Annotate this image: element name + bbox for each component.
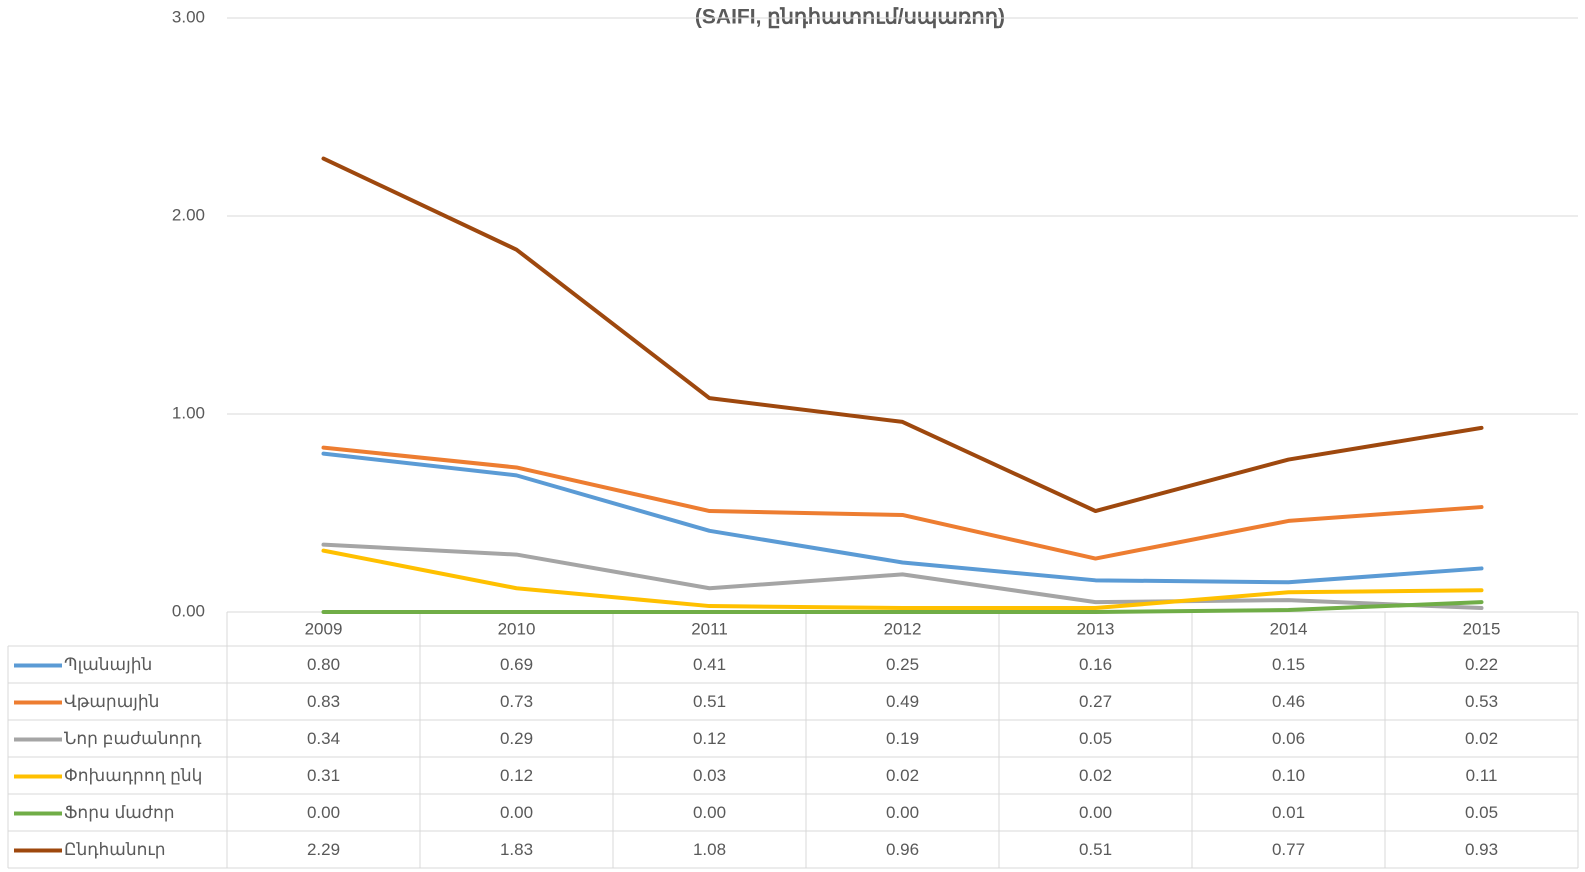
series-line (321, 451, 1484, 585)
y-tick-label: 1.00 (172, 403, 205, 422)
table-value: 0.77 (1272, 840, 1305, 859)
table-value: 0.02 (1079, 766, 1112, 785)
table-value: 0.06 (1272, 729, 1305, 748)
x-tick-label: 2010 (498, 619, 536, 638)
table-value: 2.29 (307, 840, 340, 859)
table-value: 0.83 (307, 692, 340, 711)
table-value: 0.12 (500, 766, 533, 785)
table-value: 0.53 (1465, 692, 1498, 711)
table-value: 0.03 (693, 766, 726, 785)
table-value: 0.22 (1465, 655, 1498, 674)
table-value: 0.05 (1079, 729, 1112, 748)
table-value: 0.02 (1465, 729, 1498, 748)
table-value: 1.83 (500, 840, 533, 859)
table-value: 0.02 (886, 766, 919, 785)
x-tick-label: 2014 (1270, 619, 1308, 638)
table-value: 0.29 (500, 729, 533, 748)
table-value: 0.96 (886, 840, 919, 859)
table-value: 0.69 (500, 655, 533, 674)
table-value: 0.80 (307, 655, 340, 674)
series-line (321, 548, 1484, 611)
table-value: 0.34 (307, 729, 340, 748)
table-value: 0.51 (693, 692, 726, 711)
table-value: 0.01 (1272, 803, 1305, 822)
y-tick-label: 3.00 (172, 7, 205, 26)
table-value: 0.73 (500, 692, 533, 711)
table-value: 0.05 (1465, 803, 1498, 822)
chart-title: (SAIFI, ընդհատում/սպառող) (695, 6, 1005, 29)
table-value: 0.31 (307, 766, 340, 785)
table-value: 0.19 (886, 729, 919, 748)
series-line (321, 156, 1484, 514)
legend-label: Վթարային (64, 692, 159, 711)
legend-label: Ընդհանուր (64, 840, 166, 859)
legend-label: Պլանային (64, 655, 152, 674)
table-value: 0.41 (693, 655, 726, 674)
table-value: 0.93 (1465, 840, 1498, 859)
series-line (321, 445, 1484, 561)
table-value: 0.00 (307, 803, 340, 822)
table-value: 0.00 (500, 803, 533, 822)
x-tick-label: 2013 (1077, 619, 1115, 638)
table-value: 1.08 (693, 840, 726, 859)
x-tick-label: 2009 (305, 619, 343, 638)
table-value: 0.49 (886, 692, 919, 711)
x-tick-label: 2012 (884, 619, 922, 638)
table-value: 0.00 (886, 803, 919, 822)
table-value: 0.10 (1272, 766, 1305, 785)
legend-label: Փոխադրող ընկ (64, 766, 202, 785)
legend-label: Նոր բաժանորդ (64, 729, 202, 748)
table-value: 0.27 (1079, 692, 1112, 711)
series-line (321, 542, 1484, 611)
table-value: 0.15 (1272, 655, 1305, 674)
series-line (321, 600, 1484, 614)
y-tick-label: 2.00 (172, 205, 205, 224)
table-value: 0.51 (1079, 840, 1112, 859)
table-value: 0.25 (886, 655, 919, 674)
table-value: 0.00 (1079, 803, 1112, 822)
table-value: 0.12 (693, 729, 726, 748)
table-value: 0.11 (1466, 766, 1498, 785)
legend-label: Ֆորս մաժոր (64, 803, 175, 822)
x-tick-label: 2015 (1463, 619, 1501, 638)
y-tick-label: 0.00 (172, 601, 205, 620)
table-value: 0.00 (693, 803, 726, 822)
table-value: 0.16 (1079, 655, 1112, 674)
table-value: 0.46 (1272, 692, 1305, 711)
x-tick-label: 2011 (691, 619, 728, 638)
